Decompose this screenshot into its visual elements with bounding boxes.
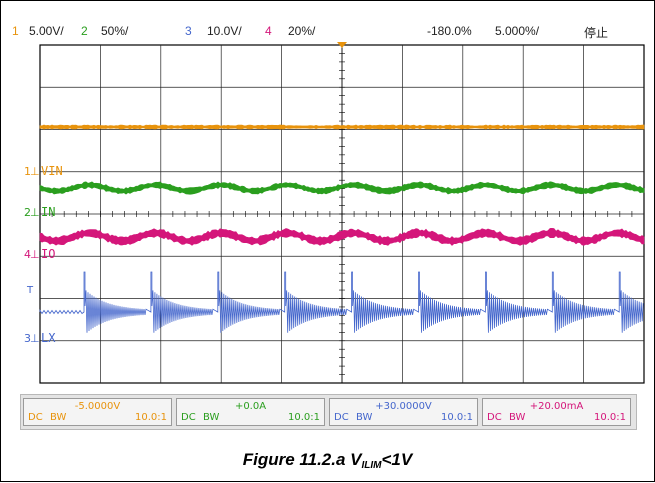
ch2-settings[interactable]: +0.0A DC BW 10.0:1 xyxy=(176,398,325,426)
ch4-ground-number: 4 xyxy=(24,248,31,261)
ch3-ground-icon: ⊥ xyxy=(30,332,40,345)
ch1-offset: -5.0000V xyxy=(74,401,121,412)
ch4-coupling: DC xyxy=(487,412,502,423)
acquisition-status: 停止 xyxy=(584,26,609,40)
ch1-settings[interactable]: -5.0000V DC BW 10.0:1 xyxy=(23,398,172,426)
caption-subscript: ILIM xyxy=(361,460,382,471)
graticule xyxy=(39,44,645,384)
ch4-probe: 10.0:1 xyxy=(594,412,626,423)
ch4-bandwidth: BW xyxy=(509,412,526,423)
figure-caption: Figure 11.2.a VILIM<1V xyxy=(0,450,655,471)
ch3-number: 3 xyxy=(185,24,192,38)
ch1-waveform xyxy=(39,124,645,130)
trigger-level-marker: T xyxy=(26,285,34,296)
ch2-waveform xyxy=(39,181,645,195)
ch2-probe: 10.0:1 xyxy=(288,412,320,423)
ch4-settings[interactable]: +20.00mA DC BW 10.0:1 xyxy=(482,398,631,426)
scope-display: 1 ⊥ VIN 2 ⊥ IN 4 ⊥ IO T 3 ⊥ LX xyxy=(24,42,645,384)
ch2-number: 2 xyxy=(81,24,88,38)
ch2-offset: +0.0A xyxy=(234,401,267,412)
channel-settings-bar: -5.0000V DC BW 10.0:1 +0.0A DC BW 10.0:1… xyxy=(20,394,637,430)
ch2-scale: 50%/ xyxy=(101,24,129,38)
ch1-bandwidth: BW xyxy=(50,412,67,423)
timebase: 5.000%/ xyxy=(495,24,540,38)
ch4-ground-icon: ⊥ xyxy=(30,248,40,261)
ch3-settings[interactable]: +30.0000V DC BW 10.0:1 xyxy=(329,398,478,426)
ch3-ground-number: 3 xyxy=(24,332,31,345)
ch3-bandwidth: BW xyxy=(356,412,373,423)
ch1-probe: 10.0:1 xyxy=(135,412,167,423)
ch4-offset: +20.00mA xyxy=(529,401,584,412)
ch1-coupling: DC xyxy=(28,412,43,423)
vin-label: VIN xyxy=(41,164,63,178)
in-label: IN xyxy=(41,205,55,219)
ch4-number: 4 xyxy=(265,24,272,38)
ch2-coupling: DC xyxy=(181,412,196,423)
ch1-scale: 5.00V/ xyxy=(29,24,64,38)
ch3-waveform xyxy=(39,271,644,333)
caption-prefix: Figure 11.2.a V xyxy=(242,450,362,469)
trigger-position: -180.0% xyxy=(427,24,472,38)
ch2-ground-number: 2 xyxy=(24,206,31,219)
ch3-probe: 10.0:1 xyxy=(441,412,473,423)
ch3-scale: 10.0V/ xyxy=(207,24,242,38)
ch3-offset: +30.0000V xyxy=(375,401,432,412)
ch4-waveform xyxy=(39,227,645,246)
ch2-bandwidth: BW xyxy=(203,412,220,423)
trigger-marker-icon xyxy=(337,42,347,48)
caption-suffix: <1V xyxy=(381,450,413,469)
ch1-number: 1 xyxy=(12,24,19,38)
waveforms xyxy=(39,124,645,333)
ch2-ground-icon: ⊥ xyxy=(30,206,40,219)
ch1-ground-icon: ⊥ xyxy=(30,165,40,178)
lx-label: LX xyxy=(41,331,56,345)
scope-header: 1 5.00V/ 2 50%/ 3 10.0V/ 4 20%/ -180.0% … xyxy=(12,24,646,40)
top-border xyxy=(0,0,655,1)
ch4-scale: 20%/ xyxy=(288,24,316,38)
ch3-coupling: DC xyxy=(334,412,349,423)
ch1-ground-number: 1 xyxy=(24,165,31,178)
io-label: IO xyxy=(41,247,55,261)
